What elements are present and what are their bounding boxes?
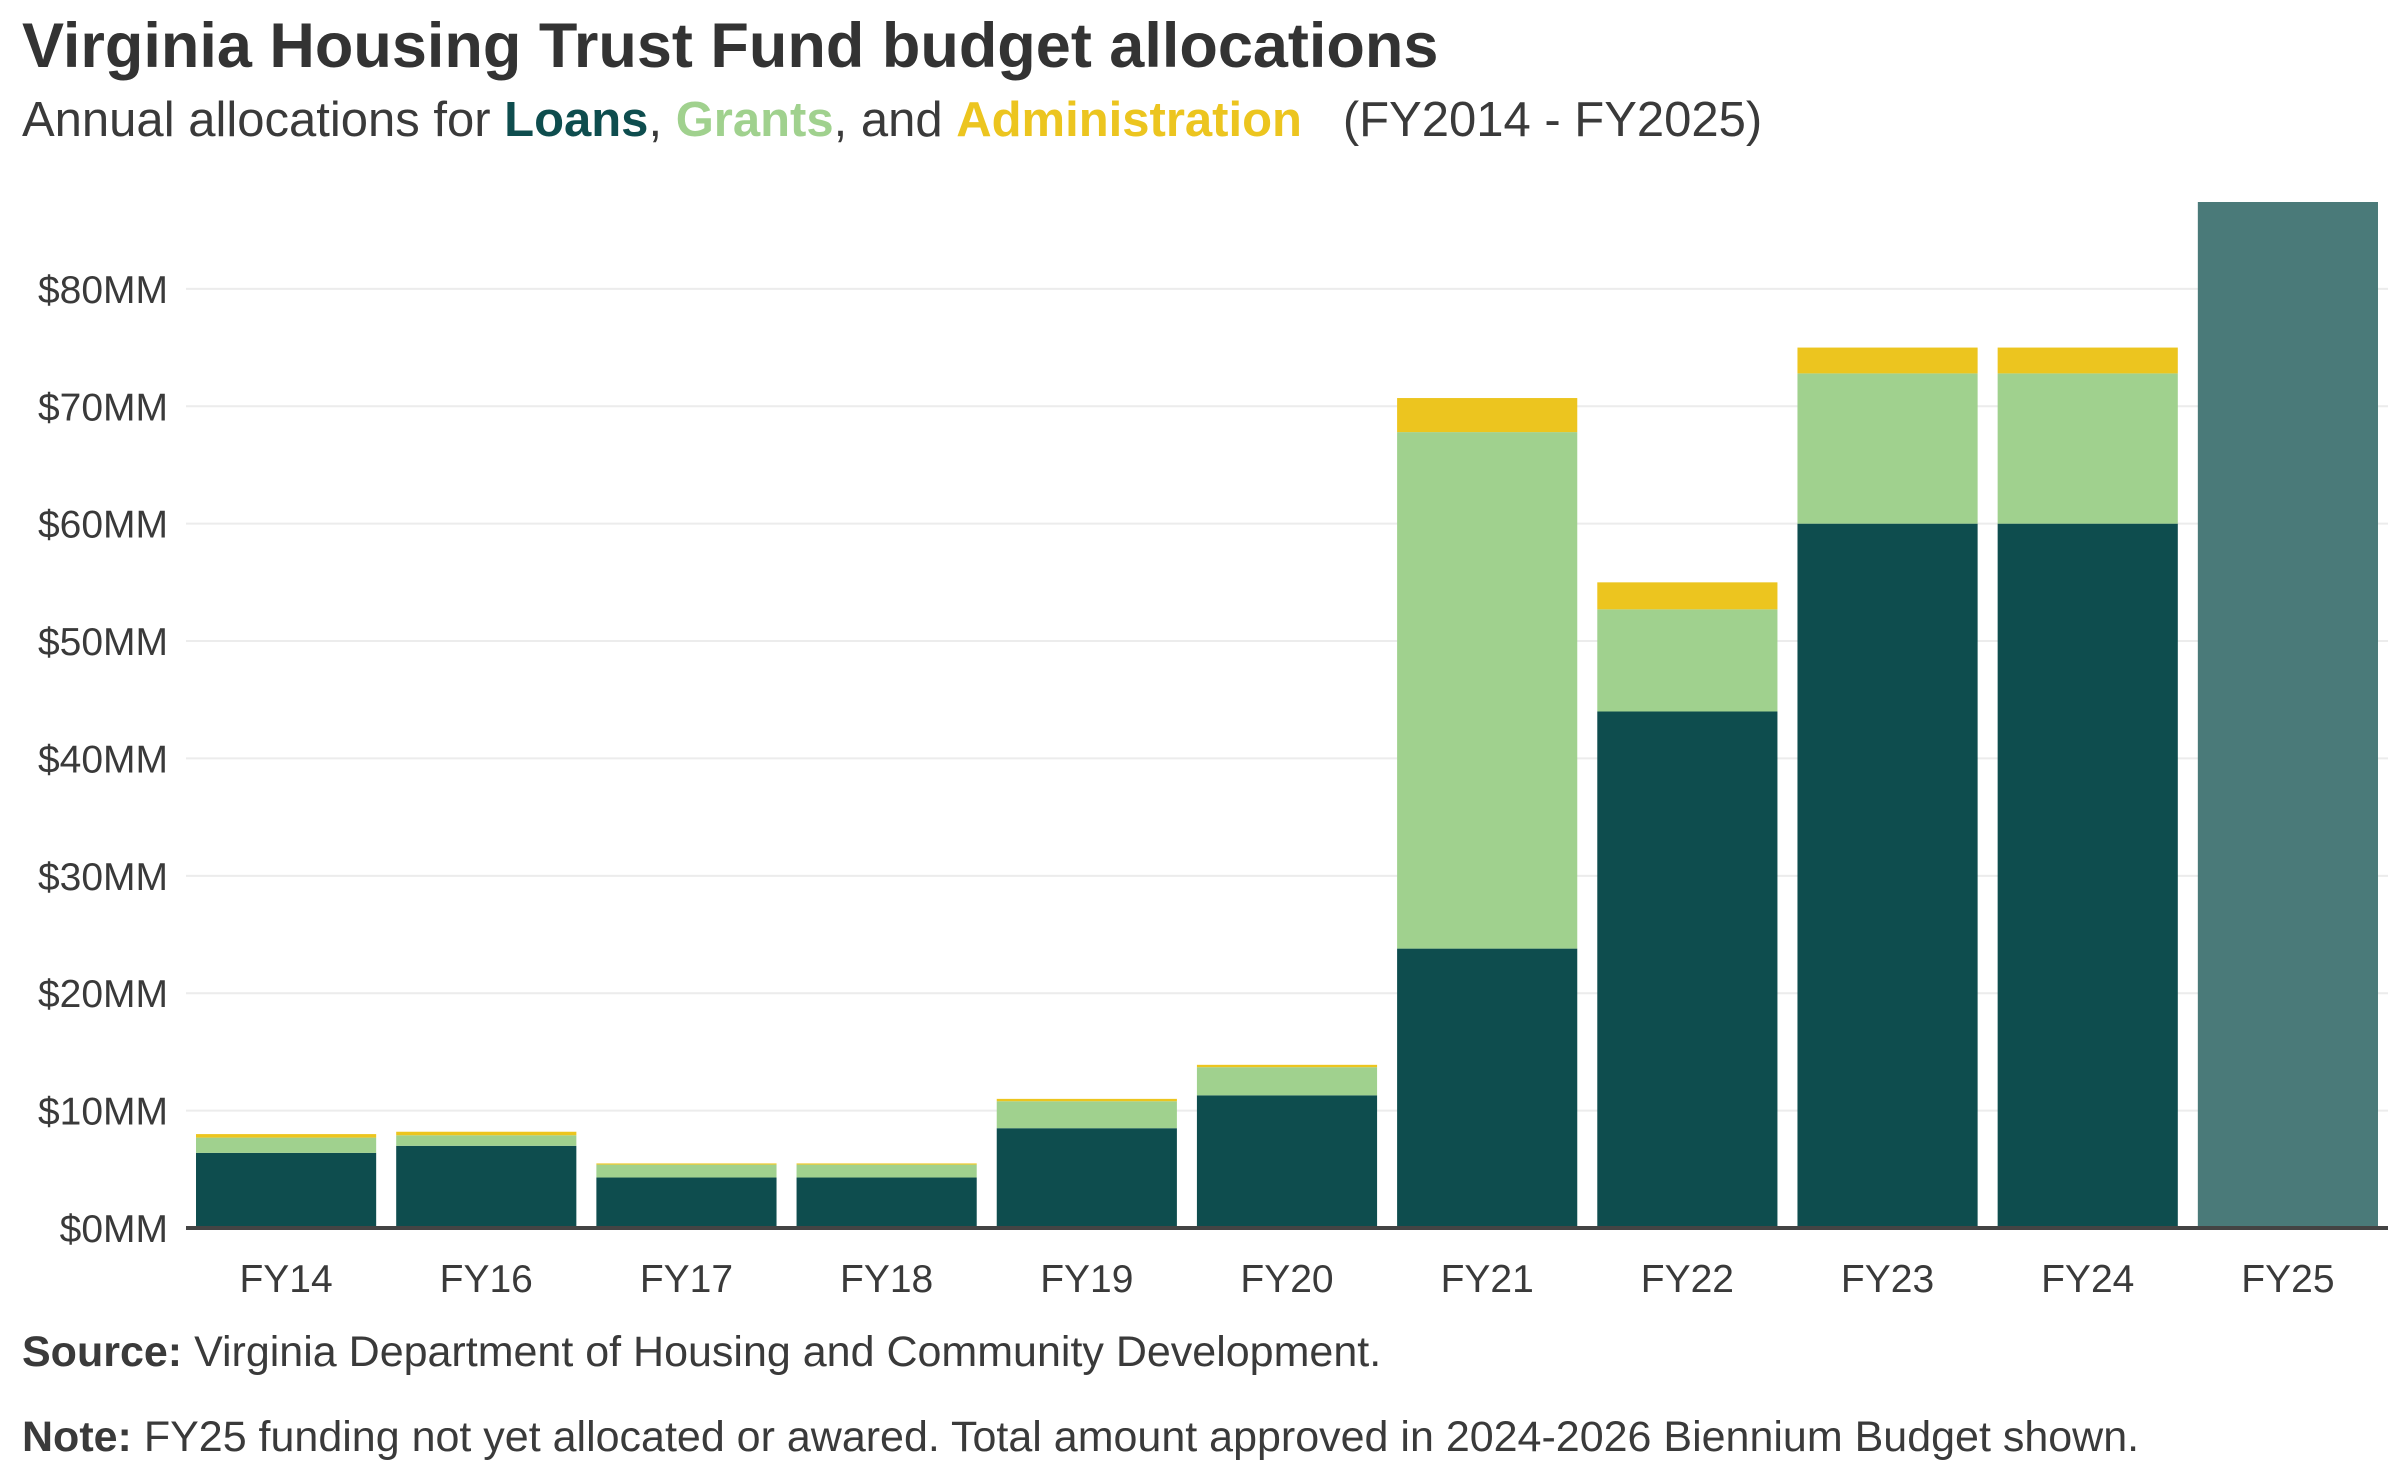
bar-segment-administration <box>996 1098 1177 1102</box>
bar-segment-loans <box>596 1177 777 1228</box>
source-text: Virginia Department of Housing and Commu… <box>194 1328 1382 1376</box>
x-tick-label: FY16 <box>440 1258 533 1300</box>
bar-segment-grants <box>796 1164 977 1178</box>
y-axis-labels: $0MM $10MM $20MM $30MM $40MM $50MM $60MM $70MM $… <box>38 269 168 1251</box>
bar-segment-loans <box>196 1152 377 1228</box>
y-tick-label: $0MM <box>60 1208 168 1251</box>
x-tick-label: FY20 <box>1240 1258 1333 1300</box>
bar-segment-loans <box>1397 948 1578 1228</box>
source-line: Source: Virginia Department of Housing a… <box>22 1328 1381 1377</box>
y-tick-label: $80MM <box>38 269 168 312</box>
x-tick-label: FY25 <box>2241 1258 2334 1300</box>
x-tick-label: FY22 <box>1641 1258 1734 1300</box>
bar-chart: $0MM $10MM $20MM $30MM $40MM $50MM $60MM $70MM $… <box>38 202 2388 1300</box>
bar-segment-administration <box>596 1163 777 1165</box>
y-tick-label: $40MM <box>38 738 168 781</box>
note-label: Note: <box>22 1413 132 1461</box>
bar-segment-administration <box>396 1131 577 1136</box>
bar-segment-administration <box>1196 1064 1378 1068</box>
source-label: Source: <box>22 1328 183 1376</box>
bar-segment-grants <box>396 1135 577 1146</box>
gridlines <box>186 287 2388 1112</box>
x-tick-label: FY24 <box>2041 1258 2134 1300</box>
bar-segment-loans <box>1797 523 1978 1228</box>
bar-segment-loans <box>1997 523 2178 1228</box>
y-tick-label: $30MM <box>38 856 168 899</box>
bar-segment-grants <box>196 1137 377 1153</box>
legend-administration: Administration <box>956 93 1302 147</box>
x-tick-label: FY14 <box>239 1258 332 1300</box>
bar-segment-grants <box>996 1101 1177 1129</box>
bar-segment-grants <box>1196 1067 1378 1096</box>
x-tick-label: FY23 <box>1841 1258 1934 1300</box>
bar-segment-grants <box>1397 432 1578 949</box>
bar-segment-administration <box>1797 347 1978 374</box>
bar-segment-grants <box>596 1164 777 1178</box>
subtitle-sep-2: , and <box>833 93 943 147</box>
bar-segment-grants <box>1797 373 1978 524</box>
x-axis-labels: FY14 FY16 FY17 FY18 FY19 FY20 FY21 FY22 FY23 FY24… <box>239 1258 2334 1300</box>
bar-segment-administration <box>196 1134 377 1138</box>
x-tick-label: FY18 <box>840 1258 933 1300</box>
chart-subtitle: Annual allocations for Loans, Grants, an… <box>22 92 1762 148</box>
bar-segment-administration <box>796 1163 977 1165</box>
bar-segment-grants <box>1997 373 2178 524</box>
bar-segment-loans <box>396 1145 577 1228</box>
y-tick-label: $50MM <box>38 621 168 664</box>
x-tick-label: FY19 <box>1040 1258 1133 1300</box>
y-tick-label: $20MM <box>38 973 168 1016</box>
bar-segment-loans <box>796 1177 977 1228</box>
bars <box>196 202 2378 1228</box>
legend-loans: Loans <box>504 93 649 147</box>
note-line: Note: FY25 funding not yet allocated or … <box>22 1413 2139 1462</box>
x-tick-label: FY17 <box>640 1258 733 1300</box>
chart-title: Virginia Housing Trust Fund budget alloc… <box>22 11 1439 81</box>
bar-segment-administration <box>1397 398 1578 433</box>
bar-segment-administration <box>1597 582 1778 610</box>
note-text: FY25 funding not yet allocated or awared… <box>143 1413 2140 1461</box>
y-tick-label: $10MM <box>38 1091 168 1134</box>
bar-segment-loans <box>1597 711 1778 1228</box>
y-tick-label: $60MM <box>38 504 168 547</box>
bar-segment-loans <box>1196 1095 1378 1228</box>
x-tick-label: FY21 <box>1441 1258 1534 1300</box>
bar-segment-loans <box>996 1128 1177 1228</box>
subtitle-range: (FY2014 - FY2025) <box>1342 93 1763 147</box>
bar-segment-grants <box>1597 609 1778 712</box>
subtitle-prefix: Annual allocations for <box>22 93 491 147</box>
y-tick-label: $70MM <box>38 386 168 429</box>
bar-total-unallocated <box>2197 202 2378 1228</box>
subtitle-sep-1: , <box>648 93 663 147</box>
legend-grants: Grants <box>675 93 834 147</box>
bar-segment-administration <box>1997 347 2178 374</box>
